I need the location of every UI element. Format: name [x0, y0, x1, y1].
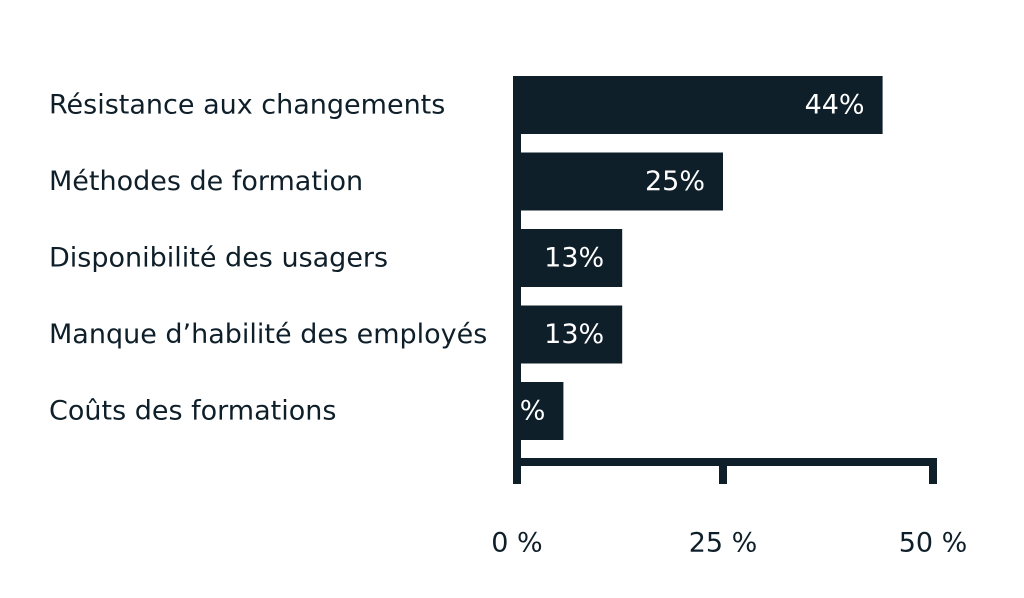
x-tick: [719, 458, 727, 484]
bar: [513, 382, 564, 440]
bar: [513, 76, 883, 134]
bar-value-label: 13%: [544, 319, 604, 350]
category-labels: Résistance aux changements Méthodes de fo…: [49, 90, 487, 427]
category-label: Résistance aux changements: [49, 90, 445, 121]
category-label: Manque d’habilité des employés: [49, 319, 487, 350]
bar-value-label: 25%: [645, 166, 705, 197]
y-axis-line: [513, 76, 521, 484]
category-label: Disponibilité des usagers: [49, 243, 388, 274]
bar-value-label: 6%: [503, 396, 546, 427]
bar: [513, 305, 623, 364]
bar: [513, 152, 723, 211]
x-tick-label: 25 %: [689, 528, 758, 559]
x-tick-label: 50 %: [899, 528, 968, 559]
x-tick-label: 0 %: [491, 528, 542, 559]
bar-value-label: 13%: [544, 243, 604, 274]
x-tick: [513, 458, 521, 484]
x-tick: [929, 458, 937, 484]
bar: [513, 229, 623, 287]
bar-value-labels: 44% 25% 13% 13% 6%: [503, 90, 865, 427]
category-label: Méthodes de formation: [49, 166, 363, 197]
bar-value-label: 44%: [805, 90, 865, 121]
x-axis: [513, 76, 937, 484]
category-label: Coûts des formations: [49, 396, 336, 427]
x-tick-labels: 0 % 25 % 50 %: [491, 528, 967, 559]
bars: [513, 76, 883, 440]
